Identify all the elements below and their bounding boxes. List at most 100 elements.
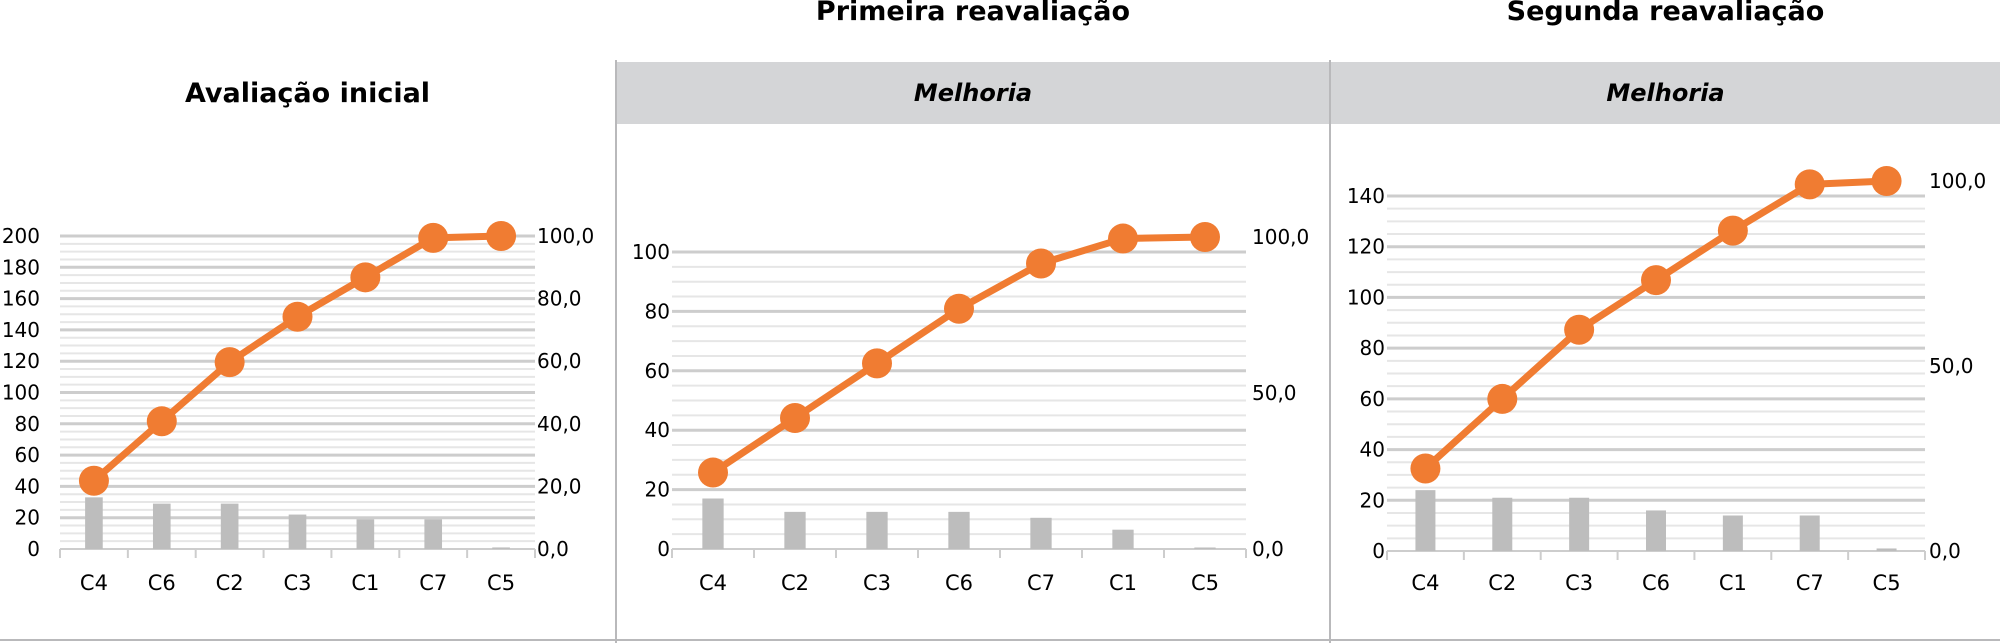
- right-axis-tick-label: 0,0: [537, 537, 569, 561]
- left-axis-tick-label: 100: [632, 240, 670, 264]
- right-axis-tick-label: 50,0: [1929, 354, 1974, 378]
- bar: [702, 498, 724, 549]
- line-point: [1108, 223, 1138, 254]
- line-point: [1487, 383, 1518, 414]
- category-label: C3: [283, 571, 311, 595]
- category-label: C2: [216, 571, 244, 595]
- left-axis-tick-label: 200: [2, 224, 40, 248]
- bar: [1646, 510, 1666, 551]
- category-label: C4: [1411, 571, 1439, 595]
- bar: [288, 514, 307, 549]
- left-axis-tick-label: 20: [645, 478, 670, 502]
- panel3-band-label: Melhoria: [1606, 79, 1725, 107]
- left-axis-tick-label: 40: [15, 474, 40, 498]
- panel2-band-label: Melhoria: [913, 79, 1033, 107]
- right-axis-tick-label: 20,0: [537, 474, 582, 498]
- right-axis-tick-label: 100,0: [1252, 225, 1309, 249]
- category-label: C5: [487, 571, 515, 595]
- bar: [1799, 515, 1820, 551]
- line-point: [862, 348, 892, 379]
- bar: [1722, 515, 1743, 551]
- right-axis-tick-label: 80,0: [537, 287, 582, 311]
- panel2-band: Melhoria: [617, 62, 1329, 124]
- panel1-title: Avaliação inicial: [184, 78, 431, 109]
- bar: [1876, 548, 1897, 551]
- right-axis-tick-label: 50,0: [1252, 381, 1297, 405]
- bar: [1415, 490, 1436, 551]
- line-point: [1026, 248, 1056, 279]
- bar: [1569, 497, 1590, 551]
- bar: [1492, 497, 1513, 551]
- line-point: [1564, 314, 1595, 345]
- bar: [866, 511, 888, 549]
- right-axis-tick-label: 0,0: [1252, 537, 1284, 561]
- line-point: [944, 293, 974, 324]
- left-axis-tick-label: 0: [1372, 539, 1385, 563]
- bar: [220, 503, 239, 549]
- left-axis-tick-label: 60: [15, 443, 40, 467]
- category-label: C7: [419, 571, 447, 595]
- right-axis-tick-label: 100,0: [537, 224, 594, 248]
- category-label: C5: [1873, 571, 1901, 595]
- left-axis-tick-label: 80: [15, 412, 40, 436]
- left-axis-tick-label: 60: [645, 359, 670, 383]
- chart-panel-1: 0 20 40 60 80 100 120 140 160 180 200 0,0 20,0 40,0 60…: [2, 221, 594, 595]
- category-label: C3: [863, 571, 891, 595]
- line-point: [350, 262, 381, 293]
- left-axis-tick-label: 60: [1360, 387, 1385, 411]
- line-point: [1871, 166, 1902, 196]
- chart-panel-2: 0 20 40 60 80 100 0,0 50,0 100,0 C4 C2 C3 C6 C7 C1 C5: [632, 222, 1309, 595]
- category-label: C4: [699, 571, 727, 595]
- category-label: C3: [1565, 571, 1593, 595]
- right-axis-tick-label: 40,0: [537, 412, 582, 436]
- category-label: C2: [781, 571, 809, 595]
- bar: [1194, 547, 1216, 549]
- left-axis-tick-label: 100: [2, 381, 40, 405]
- panel3-title: Segunda reavaliação: [1506, 0, 1825, 27]
- category-label: C6: [1642, 571, 1670, 595]
- left-axis-tick-label: 0: [27, 537, 40, 561]
- category-label: C1: [1109, 571, 1137, 595]
- left-axis-tick-label: 160: [2, 287, 40, 311]
- line-point: [1717, 215, 1748, 246]
- line-point: [418, 222, 449, 253]
- line-point: [1794, 169, 1825, 200]
- cumulative-line: [711, 233, 1206, 476]
- cumulative-line: [1423, 177, 1887, 472]
- left-axis-tick-label: 20: [1360, 488, 1385, 512]
- bar: [424, 519, 443, 549]
- bar: [784, 511, 806, 549]
- left-axis-tick-label: 140: [2, 318, 40, 342]
- category-label: C5: [1191, 571, 1219, 595]
- line-point: [282, 301, 313, 332]
- bar: [1112, 529, 1134, 549]
- bar: [152, 503, 171, 549]
- category-label: C1: [351, 571, 379, 595]
- left-axis-tick-label: 80: [645, 299, 670, 323]
- left-axis-tick-label: 40: [645, 418, 670, 442]
- line-point: [1410, 453, 1441, 484]
- panel2-title: Primeira reavaliação: [815, 0, 1131, 27]
- panel-divider-left: [615, 60, 617, 643]
- right-axis-tick-label: 100,0: [1929, 169, 1986, 193]
- category-label: C7: [1027, 571, 1055, 595]
- left-axis-tick-label: 140: [1347, 184, 1385, 208]
- left-axis-tick-label: 100: [1347, 285, 1385, 309]
- left-axis-tick-label: 180: [2, 255, 40, 279]
- left-axis-tick-label: 80: [1360, 336, 1385, 360]
- bar: [948, 511, 970, 549]
- line-point: [1190, 222, 1220, 252]
- category-label: C7: [1796, 571, 1824, 595]
- category-label: C1: [1719, 571, 1747, 595]
- left-axis-tick-label: 120: [2, 349, 40, 373]
- left-axis-tick-label: 20: [15, 506, 40, 530]
- category-label: C2: [1488, 571, 1516, 595]
- bar: [85, 497, 103, 549]
- left-axis-tick-label: 120: [1347, 235, 1385, 259]
- category-label: C6: [945, 571, 973, 595]
- line-point: [486, 221, 517, 251]
- bottom-border: [0, 639, 2000, 641]
- line-point: [146, 406, 177, 437]
- bar: [1030, 517, 1052, 549]
